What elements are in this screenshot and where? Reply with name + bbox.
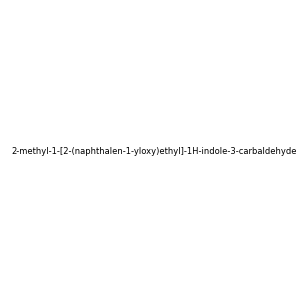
Text: 2-methyl-1-[2-(naphthalen-1-yloxy)ethyl]-1H-indole-3-carbaldehyde: 2-methyl-1-[2-(naphthalen-1-yloxy)ethyl]… xyxy=(11,147,296,156)
